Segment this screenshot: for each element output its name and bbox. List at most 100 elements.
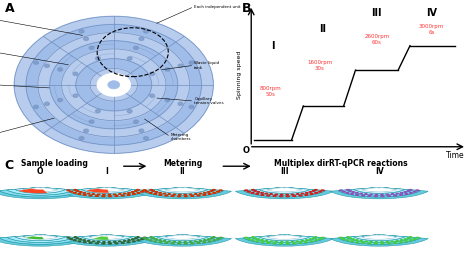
Text: O: O bbox=[243, 146, 250, 155]
Circle shape bbox=[76, 238, 79, 239]
Circle shape bbox=[164, 193, 165, 194]
Wedge shape bbox=[267, 188, 301, 192]
Circle shape bbox=[154, 241, 157, 242]
Circle shape bbox=[275, 194, 277, 195]
Circle shape bbox=[301, 193, 303, 194]
Circle shape bbox=[370, 194, 372, 195]
Circle shape bbox=[360, 193, 362, 194]
Circle shape bbox=[143, 237, 146, 238]
Circle shape bbox=[132, 239, 134, 240]
Circle shape bbox=[103, 194, 105, 195]
Circle shape bbox=[386, 241, 388, 242]
Circle shape bbox=[70, 191, 73, 192]
Wedge shape bbox=[23, 235, 57, 239]
Wedge shape bbox=[13, 235, 67, 241]
Circle shape bbox=[150, 94, 155, 97]
Circle shape bbox=[321, 190, 324, 191]
Circle shape bbox=[78, 241, 81, 242]
Circle shape bbox=[256, 241, 259, 242]
Circle shape bbox=[114, 194, 116, 195]
Wedge shape bbox=[26, 236, 44, 239]
Circle shape bbox=[79, 137, 84, 140]
Circle shape bbox=[34, 105, 38, 109]
Wedge shape bbox=[164, 188, 201, 192]
Wedge shape bbox=[141, 237, 224, 244]
Circle shape bbox=[73, 240, 76, 241]
Circle shape bbox=[80, 239, 82, 240]
Circle shape bbox=[150, 72, 155, 75]
Circle shape bbox=[413, 191, 416, 192]
Wedge shape bbox=[6, 235, 75, 243]
Circle shape bbox=[391, 241, 393, 242]
Circle shape bbox=[178, 64, 183, 67]
Circle shape bbox=[375, 194, 378, 195]
Wedge shape bbox=[165, 188, 200, 191]
Circle shape bbox=[296, 241, 299, 242]
Wedge shape bbox=[90, 235, 124, 239]
Circle shape bbox=[200, 193, 201, 194]
Circle shape bbox=[84, 37, 89, 41]
Circle shape bbox=[362, 242, 365, 243]
Circle shape bbox=[190, 194, 191, 195]
Circle shape bbox=[286, 243, 289, 244]
Circle shape bbox=[152, 238, 155, 239]
Wedge shape bbox=[267, 235, 301, 239]
Wedge shape bbox=[266, 235, 303, 239]
Circle shape bbox=[38, 33, 190, 137]
Circle shape bbox=[184, 243, 187, 244]
Wedge shape bbox=[6, 188, 75, 196]
Circle shape bbox=[293, 243, 296, 244]
Wedge shape bbox=[267, 235, 301, 239]
Circle shape bbox=[73, 72, 78, 75]
Circle shape bbox=[178, 102, 183, 105]
Wedge shape bbox=[243, 235, 326, 244]
Wedge shape bbox=[72, 235, 141, 243]
Circle shape bbox=[194, 241, 197, 242]
Circle shape bbox=[76, 59, 152, 111]
Wedge shape bbox=[88, 235, 125, 239]
Circle shape bbox=[346, 240, 349, 241]
Circle shape bbox=[34, 61, 38, 64]
Wedge shape bbox=[18, 189, 47, 193]
Circle shape bbox=[90, 68, 137, 101]
Circle shape bbox=[14, 16, 213, 153]
Circle shape bbox=[173, 241, 175, 242]
Circle shape bbox=[58, 98, 63, 102]
Wedge shape bbox=[0, 187, 82, 197]
Circle shape bbox=[165, 98, 170, 102]
Circle shape bbox=[257, 239, 259, 240]
Circle shape bbox=[342, 191, 345, 192]
Wedge shape bbox=[0, 238, 89, 246]
Circle shape bbox=[312, 238, 315, 239]
Wedge shape bbox=[141, 190, 224, 197]
Circle shape bbox=[339, 190, 342, 191]
Text: III: III bbox=[280, 167, 289, 176]
Wedge shape bbox=[23, 188, 57, 191]
Circle shape bbox=[79, 30, 84, 33]
Circle shape bbox=[165, 195, 168, 196]
Text: Metering
chambers: Metering chambers bbox=[171, 133, 191, 141]
Circle shape bbox=[310, 241, 313, 242]
Circle shape bbox=[144, 190, 146, 191]
Wedge shape bbox=[338, 235, 420, 244]
Wedge shape bbox=[251, 189, 318, 195]
Wedge shape bbox=[155, 188, 210, 194]
Circle shape bbox=[132, 241, 135, 242]
Wedge shape bbox=[257, 235, 311, 241]
Wedge shape bbox=[58, 191, 155, 199]
Text: Waste liquid
tank: Waste liquid tank bbox=[194, 61, 219, 69]
Circle shape bbox=[139, 37, 144, 41]
Circle shape bbox=[115, 243, 118, 244]
Wedge shape bbox=[354, 189, 405, 193]
Text: IV: IV bbox=[426, 8, 437, 18]
Wedge shape bbox=[345, 235, 414, 243]
Circle shape bbox=[135, 238, 137, 239]
Wedge shape bbox=[259, 236, 310, 241]
Circle shape bbox=[197, 242, 200, 243]
Circle shape bbox=[26, 24, 201, 145]
Circle shape bbox=[118, 241, 121, 242]
Circle shape bbox=[149, 240, 152, 241]
Circle shape bbox=[381, 194, 383, 195]
Circle shape bbox=[92, 241, 95, 242]
Circle shape bbox=[62, 49, 166, 121]
